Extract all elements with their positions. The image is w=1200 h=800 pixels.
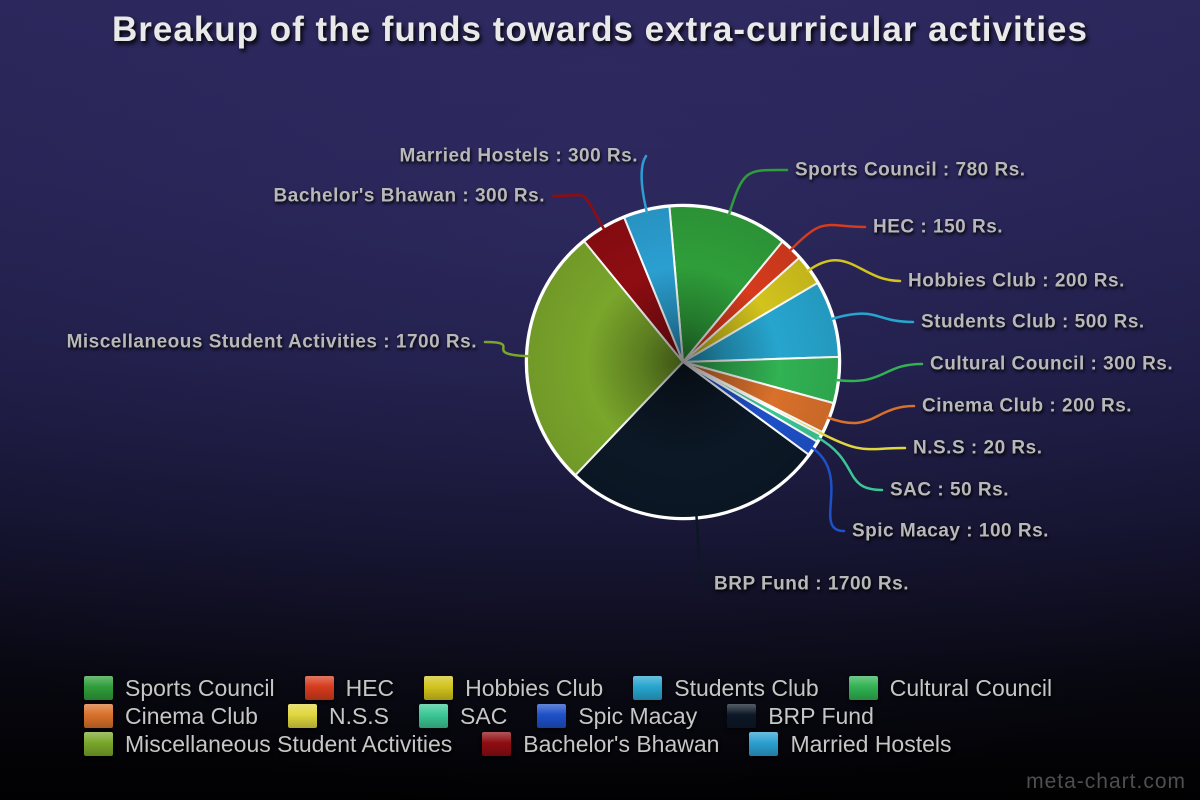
legend-item-sports-council: Sports Council (84, 675, 275, 702)
legend-swatch-bachelor-s-bhawan (482, 732, 512, 756)
leader-line-students-club (829, 312, 915, 324)
callout-label-spic-macay: Spic Macay : 100 Rs. (852, 521, 1049, 542)
legend-label-married-hostels: Married Hostels (790, 730, 952, 757)
callout-label-miscellaneous-student-activities: Miscellaneous Student Activities : 1700 … (67, 332, 477, 353)
callout-label-hobbies-club: Hobbies Club : 200 Rs. (908, 271, 1125, 292)
callout-label-n-s-s: N.S.S : 20 Rs. (913, 438, 1043, 459)
leader-line-sports-council (727, 168, 789, 217)
legend-item-married-hostels: Married Hostels (749, 730, 952, 758)
legend-label-miscellaneous-student-activities: Miscellaneous Student Activities (125, 730, 453, 757)
legend-label-brp-fund: BRP Fund (768, 702, 874, 729)
legend-item-cinema-club: Cinema Club (84, 703, 258, 730)
callout-label-married-hostels: Married Hostels : 300 Rs. (400, 146, 638, 167)
legend-item-hobbies-club: Hobbies Club (424, 675, 603, 702)
legend-item-miscellaneous-student-activities: Miscellaneous Student Activities (84, 731, 452, 758)
leader-line-cinema-club (825, 404, 916, 425)
callout-label-cinema-club: Cinema Club : 200 Rs. (922, 396, 1132, 417)
legend-label-n-s-s: N.S.S (328, 702, 390, 729)
legend-swatch-students-club (633, 676, 663, 700)
pie-outline (524, 203, 842, 521)
legend-row: Sports Council HEC Hobbies Club Students Cl… (84, 674, 1164, 702)
callout-label-sports-council: Sports Council : 780 Rs. (795, 160, 1026, 181)
leader-line-hobbies-club (806, 259, 902, 283)
legend-label-hobbies-club: Hobbies Club (465, 674, 604, 701)
legend-item-hec: HEC (304, 674, 395, 702)
callout-label-sac: SAC : 50 Rs. (890, 480, 1009, 501)
leader-line-n-s-s (818, 431, 907, 451)
legend-swatch-spic-macay (537, 704, 567, 728)
legend-item-spic-macay: Spic Macay (537, 703, 697, 730)
legend-swatch-n-s-s (287, 704, 317, 728)
leader-line-miscellaneous-student-activities (483, 340, 531, 358)
legend-item-sac: SAC (419, 703, 507, 730)
legend-swatch-cinema-club (84, 704, 113, 728)
leader-line-hec (788, 223, 867, 253)
callout-label-hec: HEC : 150 Rs. (873, 217, 1003, 238)
leader-line-married-hostels (640, 154, 649, 214)
legend-label-sports-council: Sports Council (125, 674, 275, 701)
legend: Sports Council HEC Hobbies Club Students Cl… (84, 674, 1164, 758)
callout-labels: Sports Council : 780 Rs. HEC : 150 Rs. Hob… (67, 146, 1173, 595)
callout-label-students-club: Students Club : 500 Rs. (921, 312, 1145, 333)
leader-line-bachelor-s-bhawan (551, 193, 606, 231)
legend-swatch-miscellaneous-student-activities (84, 732, 113, 756)
leader-line-sac (816, 436, 884, 492)
legend-label-cinema-club: Cinema Club (125, 702, 258, 729)
legend-item-brp-fund: BRP Fund (727, 703, 874, 730)
callout-label-bachelor-s-bhawan: Bachelor's Bhawan : 300 Rs. (274, 186, 545, 207)
legend-swatch-hec (304, 676, 334, 700)
legend-item-cultural-council: Cultural Council (848, 674, 1053, 702)
callout-label-brp-fund: BRP Fund : 1700 Rs. (714, 574, 909, 595)
leader-line-cultural-council (834, 362, 924, 383)
legend-label-sac: SAC (460, 702, 508, 729)
watermark: meta-chart.com (1026, 770, 1186, 793)
chart-title: Breakup of the funds towards extra-curri… (112, 10, 1088, 49)
legend-swatch-sac (419, 704, 449, 728)
legend-swatch-brp-fund (727, 704, 757, 728)
leader-line-brp-fund (695, 514, 708, 586)
legend-swatch-sports-council (84, 676, 113, 700)
legend-label-students-club: Students Club (674, 674, 819, 701)
legend-swatch-hobbies-club (424, 676, 454, 700)
pie-shading-overlay (528, 207, 838, 517)
legend-item-bachelor-s-bhawan: Bachelor's Bhawan (482, 731, 719, 758)
legend-label-cultural-council: Cultural Council (889, 674, 1053, 701)
callout-label-cultural-council: Cultural Council : 300 Rs. (930, 354, 1173, 375)
legend-label-spic-macay: Spic Macay (578, 702, 698, 729)
legend-swatch-married-hostels (749, 732, 779, 756)
legend-row: Cinema Club N.S.S SAC Spic Macay BRP Fund (84, 702, 1164, 730)
leader-line-spic-macay (810, 445, 846, 533)
legend-row: Miscellaneous Student Activities Bachelor… (84, 730, 1164, 758)
legend-swatch-cultural-council (848, 676, 878, 700)
legend-label-bachelor-s-bhawan: Bachelor's Bhawan (523, 730, 720, 757)
legend-label-hec: HEC (345, 674, 395, 701)
legend-item-students-club: Students Club (633, 674, 819, 702)
leader-lines (483, 154, 924, 586)
legend-item-n-s-s: N.S.S (287, 702, 390, 730)
